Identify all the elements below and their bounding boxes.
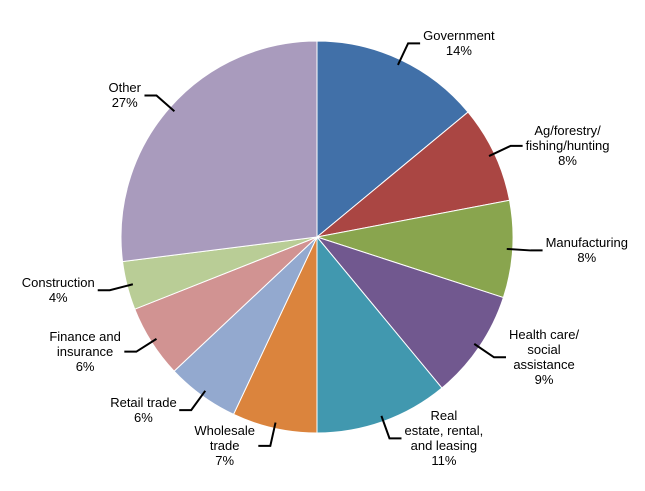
value-label: 6% <box>134 410 153 426</box>
leader-line <box>488 144 523 157</box>
leader-line <box>97 283 134 292</box>
slice-label: Manufacturing 8% <box>546 235 628 265</box>
slice-label: Ag/forestry/ fishing/hunting 8% <box>526 123 610 168</box>
value-label: 14% <box>445 43 472 59</box>
slice-label: Other 27% <box>108 80 141 110</box>
category-label: Manufacturing <box>545 235 628 251</box>
category-label: Health care/ social assistance <box>508 327 580 373</box>
category-label: Construction <box>21 275 95 291</box>
value-label: 4% <box>48 290 68 306</box>
leader-line <box>397 42 421 66</box>
slice-label: Government 14% <box>423 28 495 58</box>
category-label: Other <box>108 80 141 96</box>
value-label: 8% <box>558 153 577 169</box>
value-label: 8% <box>577 250 597 266</box>
pie-slice <box>120 40 318 263</box>
slice-label: Finance and insurance 6% <box>49 329 121 374</box>
leader-line <box>179 390 207 412</box>
category-label: Retail trade <box>110 395 177 411</box>
slice-label: Retail trade 6% <box>110 395 176 425</box>
value-label: 9% <box>534 372 554 388</box>
category-label: Ag/forestry/ fishing/hunting <box>525 123 610 154</box>
slice-label: Real estate, rental, and leasing 11% <box>404 408 483 468</box>
slice-label: Wholesale trade 7% <box>194 423 255 468</box>
value-label: 27% <box>111 95 138 111</box>
category-label: Wholesale trade <box>194 423 256 454</box>
category-label: Real estate, rental, and leasing <box>404 408 484 454</box>
category-label: Government <box>423 28 495 44</box>
leader-line <box>124 338 158 353</box>
value-label: 7% <box>215 453 235 469</box>
slice-label: Health care/ social assistance 9% <box>509 327 579 387</box>
slice-label: Construction 4% <box>22 275 95 305</box>
leader-line <box>473 343 506 359</box>
leader-line <box>380 415 402 440</box>
leader-line <box>258 422 277 447</box>
value-label: 6% <box>75 359 95 375</box>
category-label: Finance and insurance <box>49 329 121 360</box>
leader-line <box>144 94 176 113</box>
value-label: 11% <box>431 453 457 469</box>
leader-line <box>506 247 543 252</box>
